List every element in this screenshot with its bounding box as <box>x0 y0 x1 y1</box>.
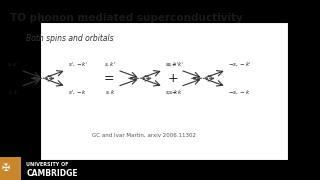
Text: $s, k'$: $s, k'$ <box>167 61 179 68</box>
Text: $s', -k$: $s', -k$ <box>68 88 87 96</box>
Text: +: + <box>168 72 179 85</box>
Text: $-s, -k$: $-s, -k$ <box>228 88 250 96</box>
Bar <box>0 157 21 180</box>
Text: CAMBRIDGE: CAMBRIDGE <box>26 170 78 179</box>
Text: $s', -k'$: $s', -k'$ <box>68 61 88 68</box>
Text: $s, -k$: $s, -k$ <box>165 88 183 96</box>
Text: ✠: ✠ <box>1 163 9 173</box>
Text: $s, k$: $s, k$ <box>105 88 116 96</box>
Text: $s, k$: $s, k$ <box>8 88 19 96</box>
Text: GC and Ivar Martin, arxiv 2006.11302: GC and Ivar Martin, arxiv 2006.11302 <box>92 133 196 138</box>
Text: UNIVERSITY OF: UNIVERSITY OF <box>26 162 69 167</box>
Text: =: = <box>104 72 114 85</box>
Text: Both spins and orbitals: Both spins and orbitals <box>26 34 114 43</box>
Text: TO phonon mediated superconductivity: TO phonon mediated superconductivity <box>11 13 244 22</box>
Text: $s, -k'$: $s, -k'$ <box>165 61 184 68</box>
Text: $s, k'$: $s, k'$ <box>7 61 19 68</box>
Text: $s, k'$: $s, k'$ <box>104 61 116 68</box>
Text: $-s, -k'$: $-s, -k'$ <box>228 61 252 68</box>
Text: $s, k$: $s, k$ <box>168 88 179 96</box>
